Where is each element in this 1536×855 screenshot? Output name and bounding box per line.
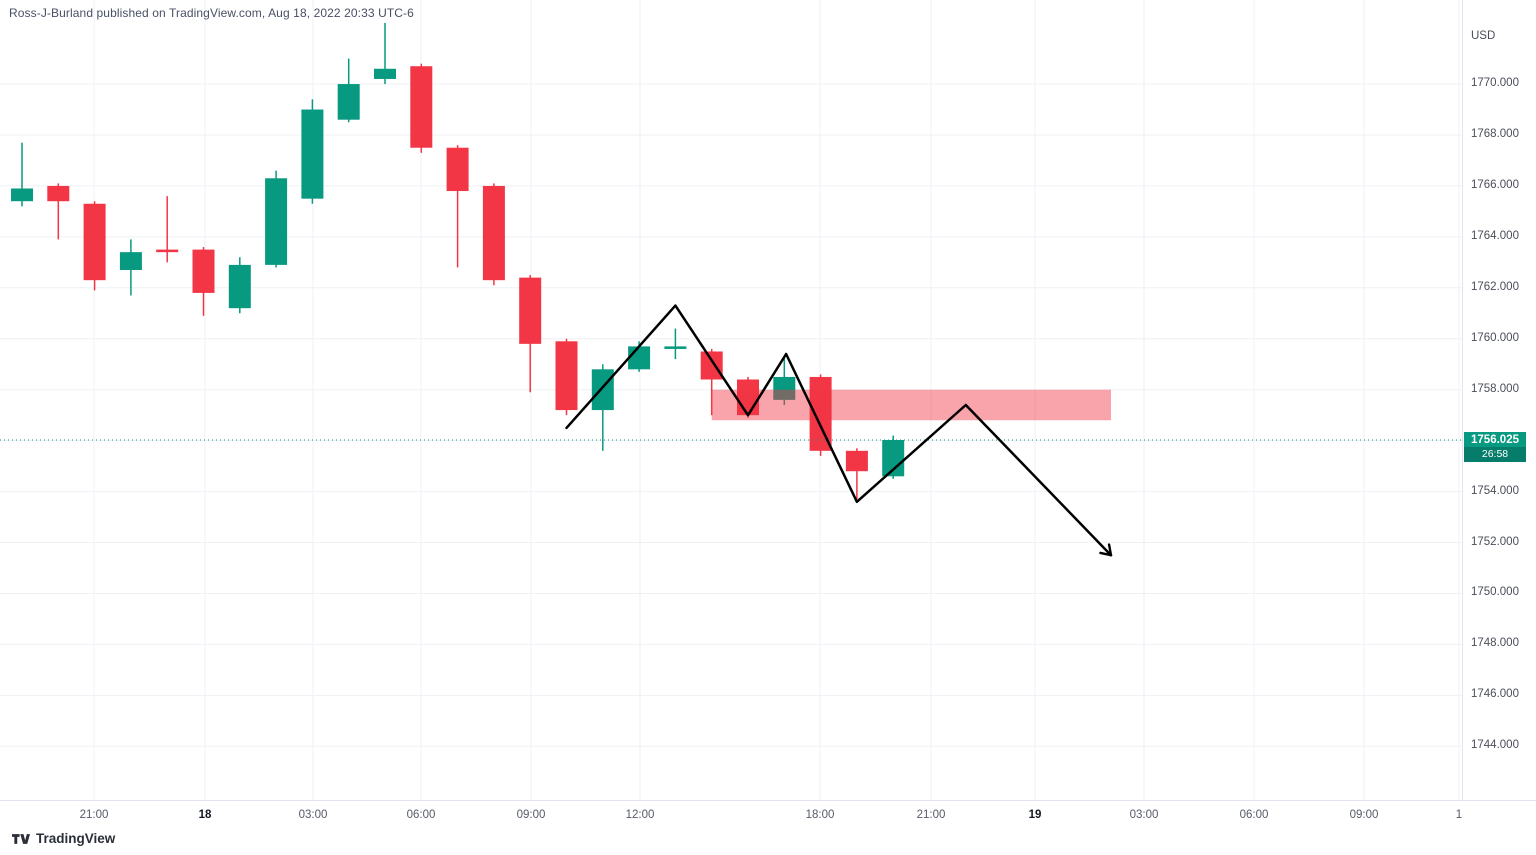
time-axis-label: 19 [1028, 809, 1042, 821]
time-axis-label: 18:00 [805, 809, 835, 821]
candle-body [47, 185, 70, 202]
price-axis-label: 1754.000 [1471, 484, 1519, 497]
candle-body [628, 346, 651, 370]
candle-body [301, 109, 324, 199]
candle-body [265, 178, 288, 265]
time-axis-label: 06:00 [406, 809, 436, 821]
supply-zone [711, 389, 1111, 421]
time-axis-label: 21:00 [916, 809, 946, 821]
attribution-text: Ross-J-Burland published on TradingView.… [9, 6, 414, 20]
candle-body [482, 185, 505, 281]
price-axis-label: 1770.000 [1471, 77, 1519, 90]
candle-body [809, 376, 832, 451]
tradingview-icon [12, 833, 30, 844]
candle-body [374, 68, 396, 79]
countdown-timer: 26:58 [1464, 446, 1526, 462]
trend-arrow [565, 304, 1113, 557]
candle-body [591, 369, 614, 411]
time-axis-label: 18 [198, 809, 212, 821]
price-axis-label: 1768.000 [1471, 127, 1519, 140]
candle-body [192, 249, 215, 293]
candle-body [845, 450, 868, 472]
price-axis-label: 1752.000 [1471, 535, 1519, 548]
candle-body [773, 376, 796, 400]
candle-body [119, 252, 142, 270]
logo-text: TradingView [36, 831, 116, 846]
time-axis-label: 03:00 [1129, 809, 1159, 821]
candle-body [410, 66, 433, 148]
price-axis-label: 1760.000 [1471, 331, 1519, 344]
price-axis-label: 1748.000 [1471, 637, 1519, 650]
time-axis-label: 09:00 [516, 809, 546, 821]
candle-body [337, 84, 360, 120]
candle-body [156, 249, 179, 253]
candle-body [519, 277, 542, 344]
candle-body [83, 203, 106, 281]
current-price-value: 1756.025 [1464, 431, 1526, 447]
candle-body [700, 351, 723, 380]
tradingview-logo[interactable]: TradingView [12, 831, 115, 846]
price-axis-label: 1762.000 [1471, 280, 1519, 293]
time-axis-label: 06:00 [1239, 809, 1269, 821]
time-axis-label: 21:00 [79, 809, 109, 821]
price-axis-label: 1758.000 [1471, 382, 1519, 395]
time-axis[interactable]: 21:00 18 03:00 06:00 09:00 12:00 18:00 21:00 19 0… [0, 800, 1536, 855]
candle-body [228, 264, 251, 309]
price-axis-label: 1764.000 [1471, 229, 1519, 242]
price-axis-label: 1746.000 [1471, 688, 1519, 701]
candle-body [11, 188, 33, 202]
price-axis-label: 1766.000 [1471, 178, 1519, 191]
time-axis-label: 03:00 [298, 809, 328, 821]
time-axis-label: 09:00 [1349, 809, 1379, 821]
price-axis-label: 1744.000 [1471, 739, 1519, 752]
time-axis-label: 1 [1455, 809, 1463, 821]
candle-body [555, 341, 578, 411]
candle-body [882, 439, 905, 477]
candle-body [446, 147, 469, 192]
price-axis-label: 1750.000 [1471, 586, 1519, 599]
price-axis[interactable]: USD 1770.000 1768.000 1766.000 1764.000 1762… [1462, 0, 1536, 800]
time-axis-label: 12:00 [625, 809, 655, 821]
current-price-badge: 1756.025 26:58 [1464, 431, 1526, 462]
currency-label: USD [1471, 30, 1496, 42]
candle-body [664, 346, 687, 349]
